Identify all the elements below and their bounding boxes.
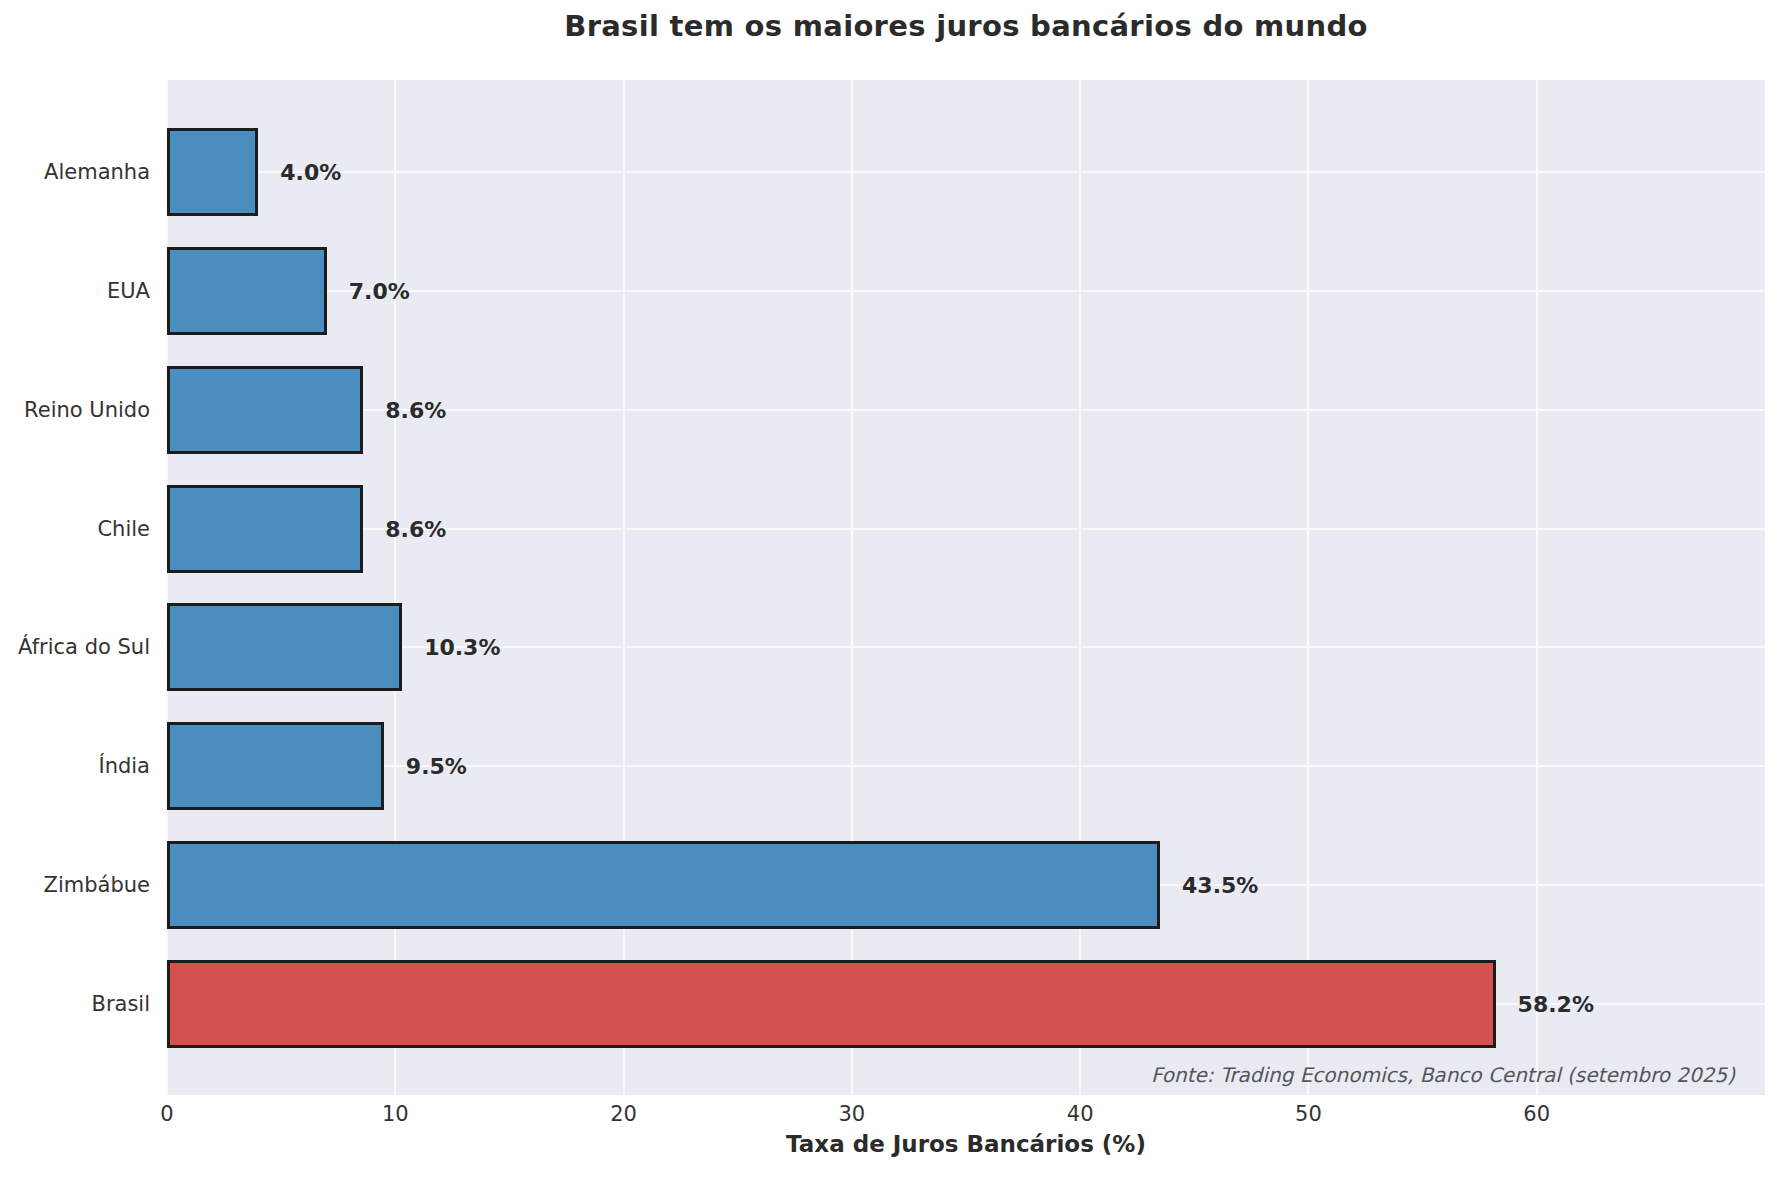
x-tick-label: 60 (1523, 1102, 1550, 1126)
gridline-vertical (166, 80, 168, 1095)
bar-value-label: 8.6% (385, 516, 446, 541)
x-tick-label: 40 (1067, 1102, 1094, 1126)
y-axis-label: Reino Unido (0, 398, 150, 422)
gridline-vertical (394, 80, 396, 1095)
bar-4 (167, 485, 363, 573)
bar-value-label: 9.5% (406, 754, 467, 779)
gridline-vertical (1307, 80, 1309, 1095)
bar-value-label: 8.6% (385, 397, 446, 422)
bar-7 (167, 841, 1160, 929)
bar-3 (167, 366, 363, 454)
gridline-vertical (851, 80, 853, 1095)
gridline-vertical (1079, 80, 1081, 1095)
y-axis-label: Zimbábue (0, 873, 150, 897)
bar-value-label: 58.2% (1518, 992, 1594, 1017)
y-axis-label: Índia (0, 754, 150, 778)
x-axis-title: Taxa de Juros Bancários (%) (167, 1131, 1765, 1157)
bar-2 (167, 247, 327, 335)
gridline-vertical (623, 80, 625, 1095)
y-axis-label: Alemanha (0, 160, 150, 184)
bar-5 (167, 603, 402, 691)
gridline-horizontal (167, 171, 1765, 173)
x-tick-label: 10 (382, 1102, 409, 1126)
chart-title: Brasil tem os maiores juros bancários do… (167, 9, 1765, 43)
plot-area: 4.0% 7.0% 8.6% 8.6% 10.3% 9.5% 43.5% 58.2% Font… (167, 80, 1765, 1095)
bar-value-label: 7.0% (349, 278, 410, 303)
x-tick-label: 50 (1295, 1102, 1322, 1126)
source-note: Fonte: Trading Economics, Banco Central … (1151, 1063, 1735, 1087)
x-tick-label: 30 (838, 1102, 865, 1126)
gridline-vertical (1536, 80, 1538, 1095)
bar-value-label: 4.0% (280, 160, 341, 185)
gridline-horizontal (167, 646, 1765, 648)
bar-6 (167, 722, 384, 810)
x-tick-label: 0 (160, 1102, 173, 1126)
bar-value-label: 10.3% (424, 635, 500, 660)
y-axis-label: Brasil (0, 992, 150, 1016)
x-tick-label: 20 (610, 1102, 637, 1126)
y-axis-label: África do Sul (0, 635, 150, 659)
y-axis-label: EUA (0, 279, 150, 303)
bar-1 (167, 128, 258, 216)
y-axis-label: Chile (0, 517, 150, 541)
bar-8 (167, 960, 1496, 1048)
bar-value-label: 43.5% (1182, 873, 1258, 898)
